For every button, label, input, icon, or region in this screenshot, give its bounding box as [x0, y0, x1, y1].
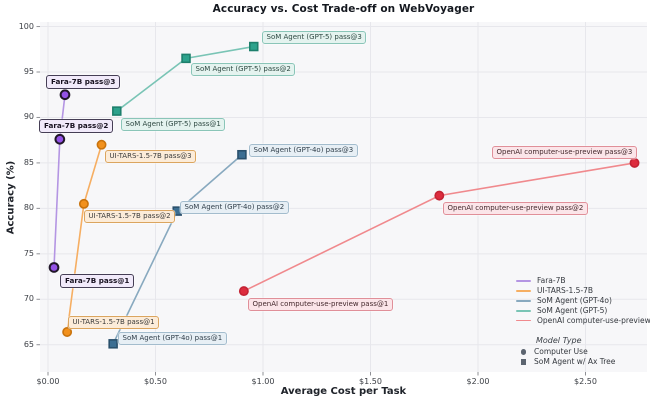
y-tick-label-6: 95: [23, 67, 34, 76]
y-tick-label-3: 80: [23, 203, 34, 213]
y-tick-label-7: 100: [18, 21, 34, 31]
marker-1-1: [78, 198, 89, 209]
legend-label-4: OpenAI computer-use-preview: [537, 316, 650, 325]
marker-4-0: [238, 286, 249, 297]
marker-3-1: [181, 53, 191, 64]
legend-label-1: UI-TARS-1.5-7B: [537, 286, 594, 296]
annotation-3-0: SoM Agent (GPT-5) pass@1: [121, 118, 226, 131]
y-tick-label-1: 70: [23, 294, 34, 304]
annotation-0-0: Fara-7B pass@1: [60, 274, 135, 288]
legend-label-0: Fara-7B: [537, 276, 566, 286]
legend-swatch-0: [516, 280, 531, 282]
axes-background: [40, 22, 647, 372]
legend-type-item-0: Computer Use: [513, 347, 650, 357]
annotation-3-2: SoM Agent (GPT-5) pass@3: [262, 31, 367, 44]
legend-item-4: OpenAI computer-use-preview: [513, 316, 650, 326]
legend-swatch-3: [516, 309, 531, 312]
legend-swatch-4: [516, 319, 531, 322]
legend-label-3: SoM Agent (GPT-5): [537, 306, 608, 316]
x-axis-label: Average Cost per Task: [280, 386, 407, 397]
legend-title: Model Type: [536, 336, 582, 346]
annotation-4-1: OpenAI computer-use-preview pass@2: [443, 202, 588, 215]
annotation-0-1: Fara-7B pass@2: [39, 119, 114, 133]
annotation-0-2: Fara-7B pass@3: [46, 75, 121, 89]
annotation-4-2: OpenAI computer-use-preview pass@3: [492, 146, 637, 159]
marker-3-2: [249, 41, 259, 52]
marker-2-2: [237, 149, 247, 160]
x-tick-label-1: $0.50: [144, 377, 167, 386]
x-tick-label-2: $1.00: [251, 377, 275, 386]
annotation-2-0: SoM Agent (GPT-4o) pass@1: [118, 332, 227, 345]
marker-0-0: [48, 262, 60, 273]
chart-title: Accuracy vs. Cost Trade-off on WebVoyage…: [212, 3, 475, 15]
x-tick-label-4: $2.00: [466, 377, 490, 386]
marker-0-1: [54, 133, 66, 145]
marker-4-2: [629, 157, 640, 168]
square-marker-icon: [520, 359, 527, 365]
legend-swatch-2: [516, 299, 531, 302]
marker-2-0: [108, 339, 118, 349]
legend-type-label-0: Computer Use: [534, 347, 588, 357]
y-tick-label-5: 90: [23, 112, 34, 122]
marker-3-0: [112, 106, 122, 116]
legend-type-item-1: SoM Agent w/ Ax Tree: [513, 357, 650, 367]
annotation-1-2: UI-TARS-1.5-7B pass@3: [105, 150, 197, 163]
legend-swatch-1: [516, 289, 531, 292]
annotation-2-2: SoM Agent (GPT-4o) pass@3: [249, 144, 358, 157]
x-tick-label-3: $1.50: [359, 377, 382, 386]
legend-type-label-1: SoM Agent w/ Ax Tree: [534, 357, 616, 367]
marker-1-2: [96, 139, 107, 150]
legend: Fara-7B UI-TARS-1.5-7B SoM Agent (GPT-4o) S…: [513, 276, 650, 367]
x-tick-label-5: $2.50: [574, 377, 597, 386]
y-tick-label-0: 65: [23, 339, 34, 349]
legend-item-3: SoM Agent (GPT-5): [513, 306, 650, 316]
y-tick-label-2: 75: [23, 248, 34, 258]
marker-1-0: [62, 327, 73, 337]
legend-item-2: SoM Agent (GPT-4o): [513, 296, 650, 306]
legend-label-2: SoM Agent (GPT-4o): [537, 296, 612, 306]
marker-4-1: [434, 190, 445, 201]
annotation-2-1: SoM Agent (GPT-4o) pass@2: [180, 201, 289, 214]
annotation-4-0: OpenAI computer-use-preview pass@1: [248, 298, 393, 311]
marker-0-2: [59, 89, 71, 101]
circle-marker-icon: [520, 349, 527, 355]
annotation-1-0: UI-TARS-1.5-7B pass@1: [68, 316, 160, 329]
legend-item-0: Fara-7B: [513, 276, 650, 286]
y-tick-label-4: 85: [23, 157, 34, 167]
annotation-1-1: UI-TARS-1.5-7B pass@2: [84, 210, 176, 223]
x-tick-label-0: $0.00: [36, 377, 60, 386]
legend-item-1: UI-TARS-1.5-7B: [513, 286, 650, 296]
annotation-3-1: SoM Agent (GPT-5) pass@2: [191, 63, 296, 76]
